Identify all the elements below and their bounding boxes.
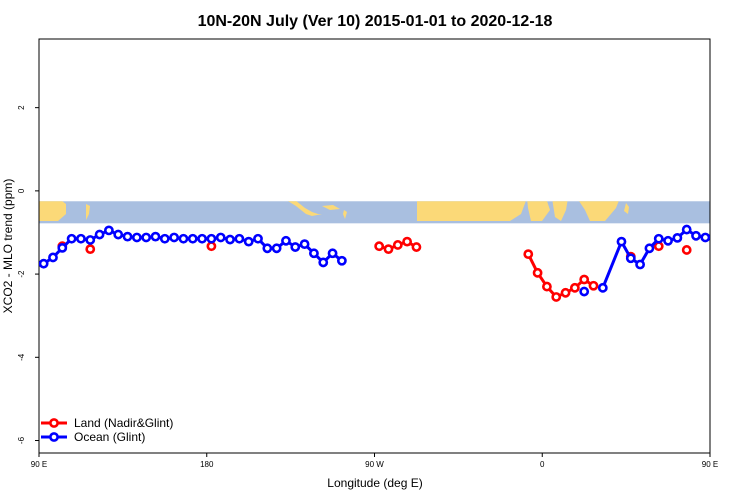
data-point [560, 287, 571, 298]
data-point [243, 236, 254, 247]
data-point [169, 232, 180, 243]
y-axis: 2 0 -2 -4 -6 [17, 105, 39, 444]
data-point [150, 231, 161, 242]
legend-marker [49, 432, 59, 442]
data-point [103, 225, 114, 236]
data-point [411, 242, 422, 252]
data-point [392, 240, 403, 250]
data-point [532, 267, 543, 278]
data-point [635, 259, 646, 270]
data-point [318, 257, 329, 268]
data-point [141, 232, 152, 243]
data-point [290, 242, 301, 252]
x-axis: 90 E 180 90 W 0 90 E [31, 453, 718, 469]
data-point [579, 286, 590, 297]
data-point [327, 248, 338, 259]
x-tick-label: 180 [200, 460, 214, 469]
data-point [39, 258, 49, 269]
data-point [644, 243, 655, 254]
data-point [234, 233, 245, 244]
data-point [178, 233, 189, 244]
data-point [402, 236, 413, 247]
data-point [597, 282, 608, 293]
data-point [85, 235, 96, 245]
data-point [579, 274, 590, 285]
data-point [588, 280, 599, 291]
x-tick-label: 90 E [31, 460, 47, 469]
y-tick-label: -2 [17, 270, 26, 278]
land-cuba [322, 205, 340, 210]
data-point [281, 235, 291, 246]
data-point [616, 236, 627, 247]
land-arabia [527, 201, 550, 221]
data-point [542, 281, 552, 292]
legend-label: Ocean (Glint) [74, 430, 145, 444]
land-africa [417, 201, 526, 221]
data-point [76, 233, 86, 244]
data-point [225, 234, 235, 245]
land-southeast-asia [579, 201, 619, 221]
series-ocean [39, 224, 710, 297]
data-point [57, 242, 68, 253]
data-point [309, 248, 319, 259]
data-point [206, 241, 217, 252]
data-point [262, 243, 273, 254]
data-point [691, 230, 701, 241]
data-point [383, 244, 394, 255]
land-pacific-islands [86, 204, 90, 220]
land-australia-edge [39, 201, 66, 221]
data-point [85, 244, 96, 255]
chart-title: 10N-20N July (Ver 10) 2015-01-01 to 2020… [198, 13, 553, 30]
data-point [681, 245, 692, 255]
data-point [653, 241, 664, 252]
y-axis-label: XCO2 - MLO trend (ppm) [1, 179, 15, 314]
land-india [552, 201, 568, 221]
data-point [681, 224, 692, 235]
map-band [39, 201, 710, 224]
data-point [551, 292, 562, 302]
x-tick-label: 0 [540, 460, 545, 469]
y-tick-label: 2 [17, 105, 26, 110]
data-point [94, 229, 105, 240]
legend-label: Land (Nadir&Glint) [74, 416, 173, 430]
data-point [709, 235, 710, 239]
land-central-america [288, 201, 322, 216]
data-point [66, 233, 77, 244]
x-axis-label: Longitude (deg E) [327, 476, 422, 490]
data-point [336, 255, 347, 266]
data-point [299, 239, 310, 250]
map-band-land [39, 201, 629, 221]
data-point [253, 233, 263, 244]
land-philippines [624, 203, 629, 214]
x-tick-label: 90 E [702, 460, 718, 469]
data-point [197, 233, 207, 244]
legend: Land (Nadir&Glint)Ocean (Glint) [41, 416, 173, 444]
data-point [187, 233, 198, 244]
data-point [663, 235, 673, 246]
data-point [48, 252, 58, 263]
x-tick-label: 90 W [365, 460, 384, 469]
data-point [206, 233, 217, 244]
data-point [159, 233, 170, 244]
data-point [653, 233, 664, 244]
data-point [113, 229, 124, 240]
data-point [122, 231, 133, 242]
data-point [569, 282, 580, 293]
plot-area [39, 224, 710, 302]
data-point [374, 241, 385, 252]
y-tick-label: -6 [17, 436, 26, 444]
data-point [700, 232, 710, 243]
land-caribbean-islands [343, 210, 347, 219]
legend-marker [49, 418, 59, 428]
y-tick-label: 0 [17, 188, 26, 193]
data-point [672, 232, 683, 243]
data-point [523, 249, 534, 260]
y-tick-label: -4 [17, 353, 26, 361]
data-point [131, 232, 142, 243]
data-point [215, 232, 226, 243]
data-point [271, 243, 282, 254]
series-land [57, 236, 692, 302]
data-point [625, 253, 636, 264]
